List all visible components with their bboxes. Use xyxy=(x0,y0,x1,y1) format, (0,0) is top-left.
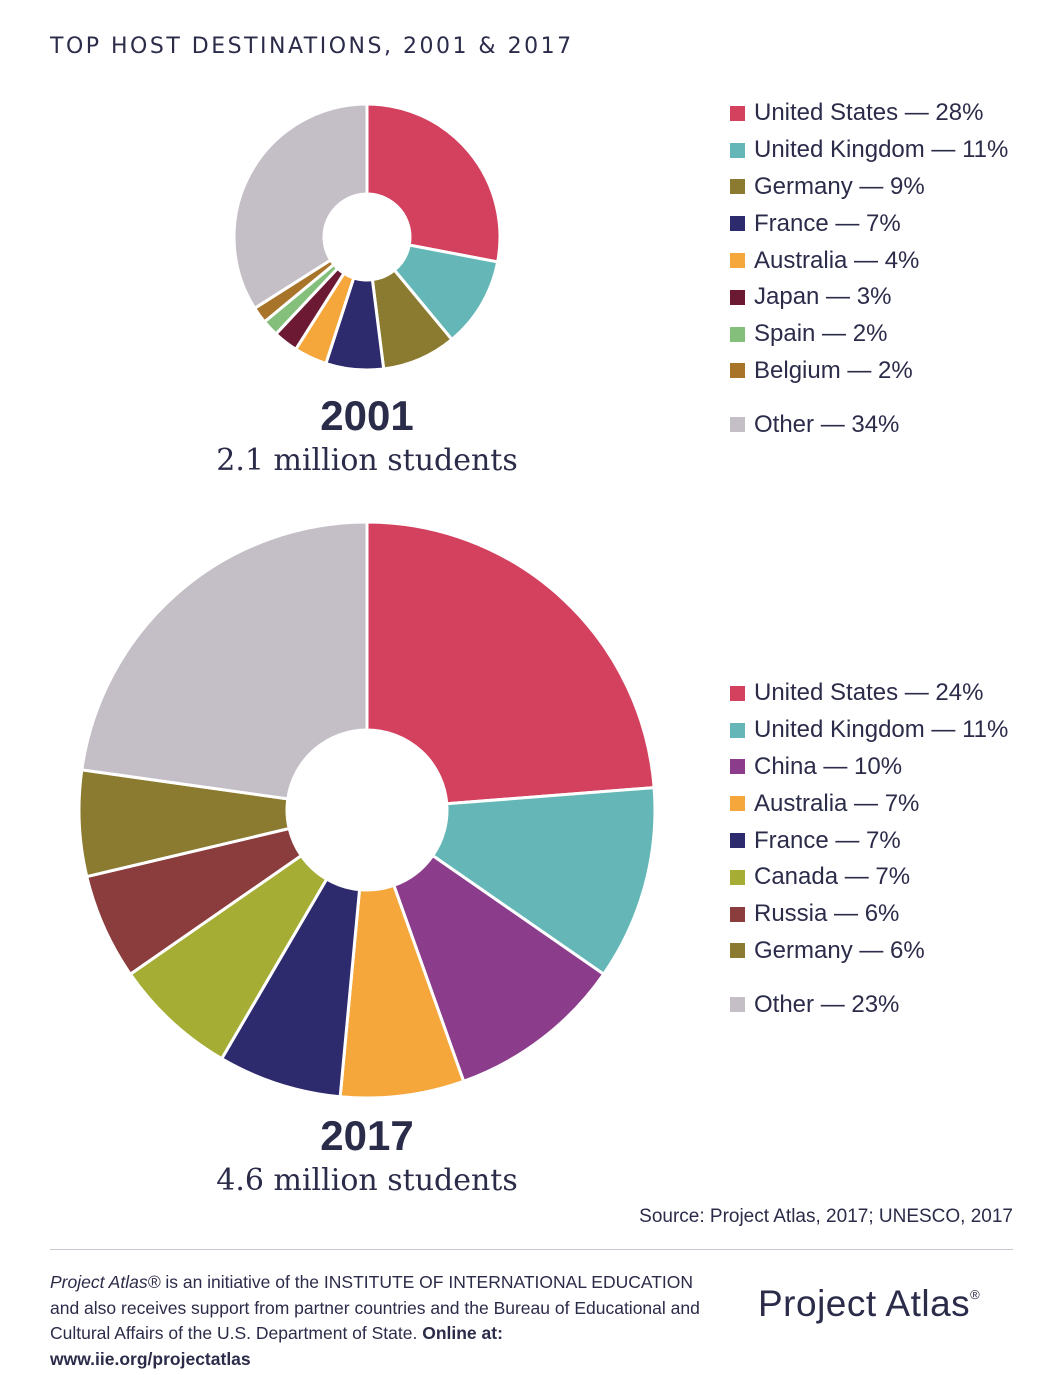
legend-label: Spain — 2% xyxy=(754,320,888,348)
legend-swatch xyxy=(730,722,745,738)
legend-swatch xyxy=(730,796,745,812)
legend-swatch xyxy=(730,289,745,305)
logo-text: Project Atlas xyxy=(758,1283,971,1324)
slice-china xyxy=(391,853,606,1084)
legend-swatch xyxy=(730,906,745,922)
legend-label: Canada — 7% xyxy=(754,863,911,891)
legend-item-other: Other — 23% xyxy=(730,986,1008,1023)
legend-label: United States — 24% xyxy=(754,679,984,707)
legend-label: China — 10% xyxy=(754,752,903,780)
legend-swatch xyxy=(730,997,745,1013)
legend-item-russia: Russia — 6% xyxy=(730,896,1008,933)
source-note: Source: Project Atlas, 2017; UNESCO, 201… xyxy=(639,1206,1013,1227)
legend-item-australia: Australia — 4% xyxy=(730,242,1008,279)
legend-swatch xyxy=(730,326,745,342)
logo-registered-mark: ® xyxy=(970,1287,981,1302)
legend-item-united-kingdom: United Kingdom — 11% xyxy=(730,132,1008,169)
legend-label: Russia — 6% xyxy=(754,900,900,928)
legend-label: Germany — 6% xyxy=(754,936,925,964)
legend-label: Other — 34% xyxy=(754,410,900,438)
footer-brand: Project Atlas® xyxy=(50,1272,161,1292)
legend-2017: United States — 24% United Kingdom — 11%… xyxy=(730,675,1008,1023)
legend-swatch xyxy=(730,142,745,158)
year-2001-label: 2001 xyxy=(320,392,414,439)
legend-swatch xyxy=(730,833,745,849)
legend-label: United States — 28% xyxy=(754,99,984,127)
legend-item-germany: Germany — 6% xyxy=(730,933,1008,970)
donut-chart-2017 xyxy=(77,520,657,1100)
legend-item-united-states: United States — 24% xyxy=(730,675,1008,712)
students-2001-label: 2.1 million students xyxy=(216,443,518,478)
legend-item-united-states: United States — 28% xyxy=(730,95,1008,132)
legend-swatch xyxy=(730,685,745,701)
legend-item-france: France — 7% xyxy=(730,822,1008,859)
legend-item-other: Other — 34% xyxy=(730,406,1008,443)
footer-description: is an initiative of the INSTITUTE OF INT… xyxy=(50,1272,700,1343)
legend-label: Belgium — 2% xyxy=(754,356,913,384)
legend-item-spain: Spain — 2% xyxy=(730,316,1008,353)
legend-item-united-kingdom: United Kingdom — 11% xyxy=(730,712,1008,749)
legend-swatch xyxy=(730,179,745,195)
legend-swatch xyxy=(730,759,745,775)
students-2017-label: 4.6 million students xyxy=(216,1163,518,1198)
legend-swatch xyxy=(730,363,745,379)
legend-item-belgium: Belgium — 2% xyxy=(730,353,1008,390)
legend-swatch xyxy=(730,105,745,121)
page-title: TOP HOST DESTINATIONS, 2001 & 2017 xyxy=(50,34,574,59)
legend-label: Australia — 7% xyxy=(754,789,920,817)
footer-text: Project Atlas® is an initiative of the I… xyxy=(50,1270,700,1372)
legend-2001: United States — 28% United Kingdom — 11%… xyxy=(730,95,1008,443)
slice-other xyxy=(80,520,369,801)
donut-chart-2001 xyxy=(232,102,502,372)
legend-label: France — 7% xyxy=(754,209,901,237)
legend-label: United Kingdom — 11% xyxy=(754,136,1009,164)
year-2017-label: 2017 xyxy=(320,1112,414,1159)
legend-label: Germany — 9% xyxy=(754,172,925,200)
legend-swatch xyxy=(730,869,745,885)
legend-item-germany: Germany — 9% xyxy=(730,169,1008,206)
legend-item-japan: Japan — 3% xyxy=(730,279,1008,316)
legend-item-australia: Australia — 7% xyxy=(730,785,1008,822)
legend-item-canada: Canada — 7% xyxy=(730,859,1008,896)
legend-label: France — 7% xyxy=(754,826,901,854)
legend-item-france: France — 7% xyxy=(730,205,1008,242)
legend-swatch xyxy=(730,943,745,959)
slice-united-kingdom xyxy=(430,786,657,977)
legend-label: United Kingdom — 11% xyxy=(754,716,1009,744)
project-atlas-logo: Project Atlas® xyxy=(758,1283,980,1325)
legend-item-china: China — 10% xyxy=(730,749,1008,786)
legend-swatch xyxy=(730,216,745,232)
divider xyxy=(50,1249,1013,1250)
legend-swatch xyxy=(730,417,745,433)
legend-label: Japan — 3% xyxy=(754,283,892,311)
footer-online-link[interactable]: Online at: www.iie.org/projectatlas xyxy=(50,1323,503,1369)
legend-label: Australia — 4% xyxy=(754,246,920,274)
slice-other xyxy=(232,102,369,311)
slice-united-states xyxy=(365,102,502,264)
slice-united-states xyxy=(365,520,656,806)
legend-label: Other — 23% xyxy=(754,990,900,1018)
legend-swatch xyxy=(730,253,745,269)
